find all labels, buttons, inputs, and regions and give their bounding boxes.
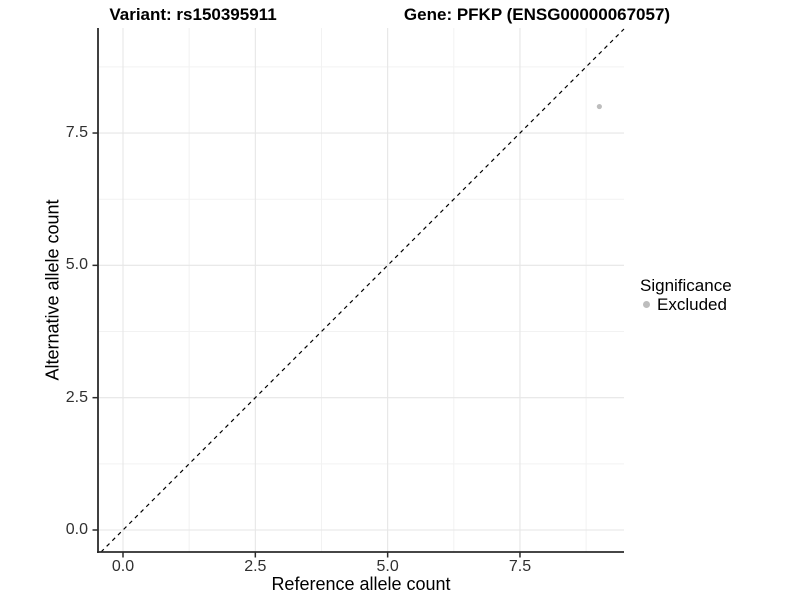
- y-axis-title: Alternative allele count: [42, 199, 63, 381]
- y-tick-label: 7.5: [65, 124, 88, 142]
- x-tick-label: 7.5: [508, 558, 532, 575]
- legend-items: Excluded: [640, 296, 732, 314]
- legend-item: Excluded: [640, 296, 732, 314]
- legend-title: Significance: [640, 276, 732, 295]
- plot-title-gene: Gene: PFKP (ENSG00000067057): [403, 5, 671, 24]
- y-tick-label: 5.0: [65, 256, 88, 274]
- x-tick-label: 5.0: [376, 558, 399, 575]
- y-tick-label: 2.5: [65, 388, 88, 406]
- legend: Significance Excluded: [640, 276, 732, 314]
- identity-dashed-line: [100, 28, 625, 553]
- legend-point-icon: [640, 298, 654, 312]
- legend-item-label: Excluded: [657, 295, 727, 314]
- x-tick-label: 2.5: [244, 558, 267, 575]
- y-tick-label: 0.0: [65, 521, 88, 538]
- x-axis-title: Reference allele count: [271, 574, 451, 594]
- data-point: [596, 103, 602, 110]
- x-tick-label: 0.0: [111, 558, 135, 575]
- plot-title-variant: Variant: rs150395911: [109, 5, 277, 24]
